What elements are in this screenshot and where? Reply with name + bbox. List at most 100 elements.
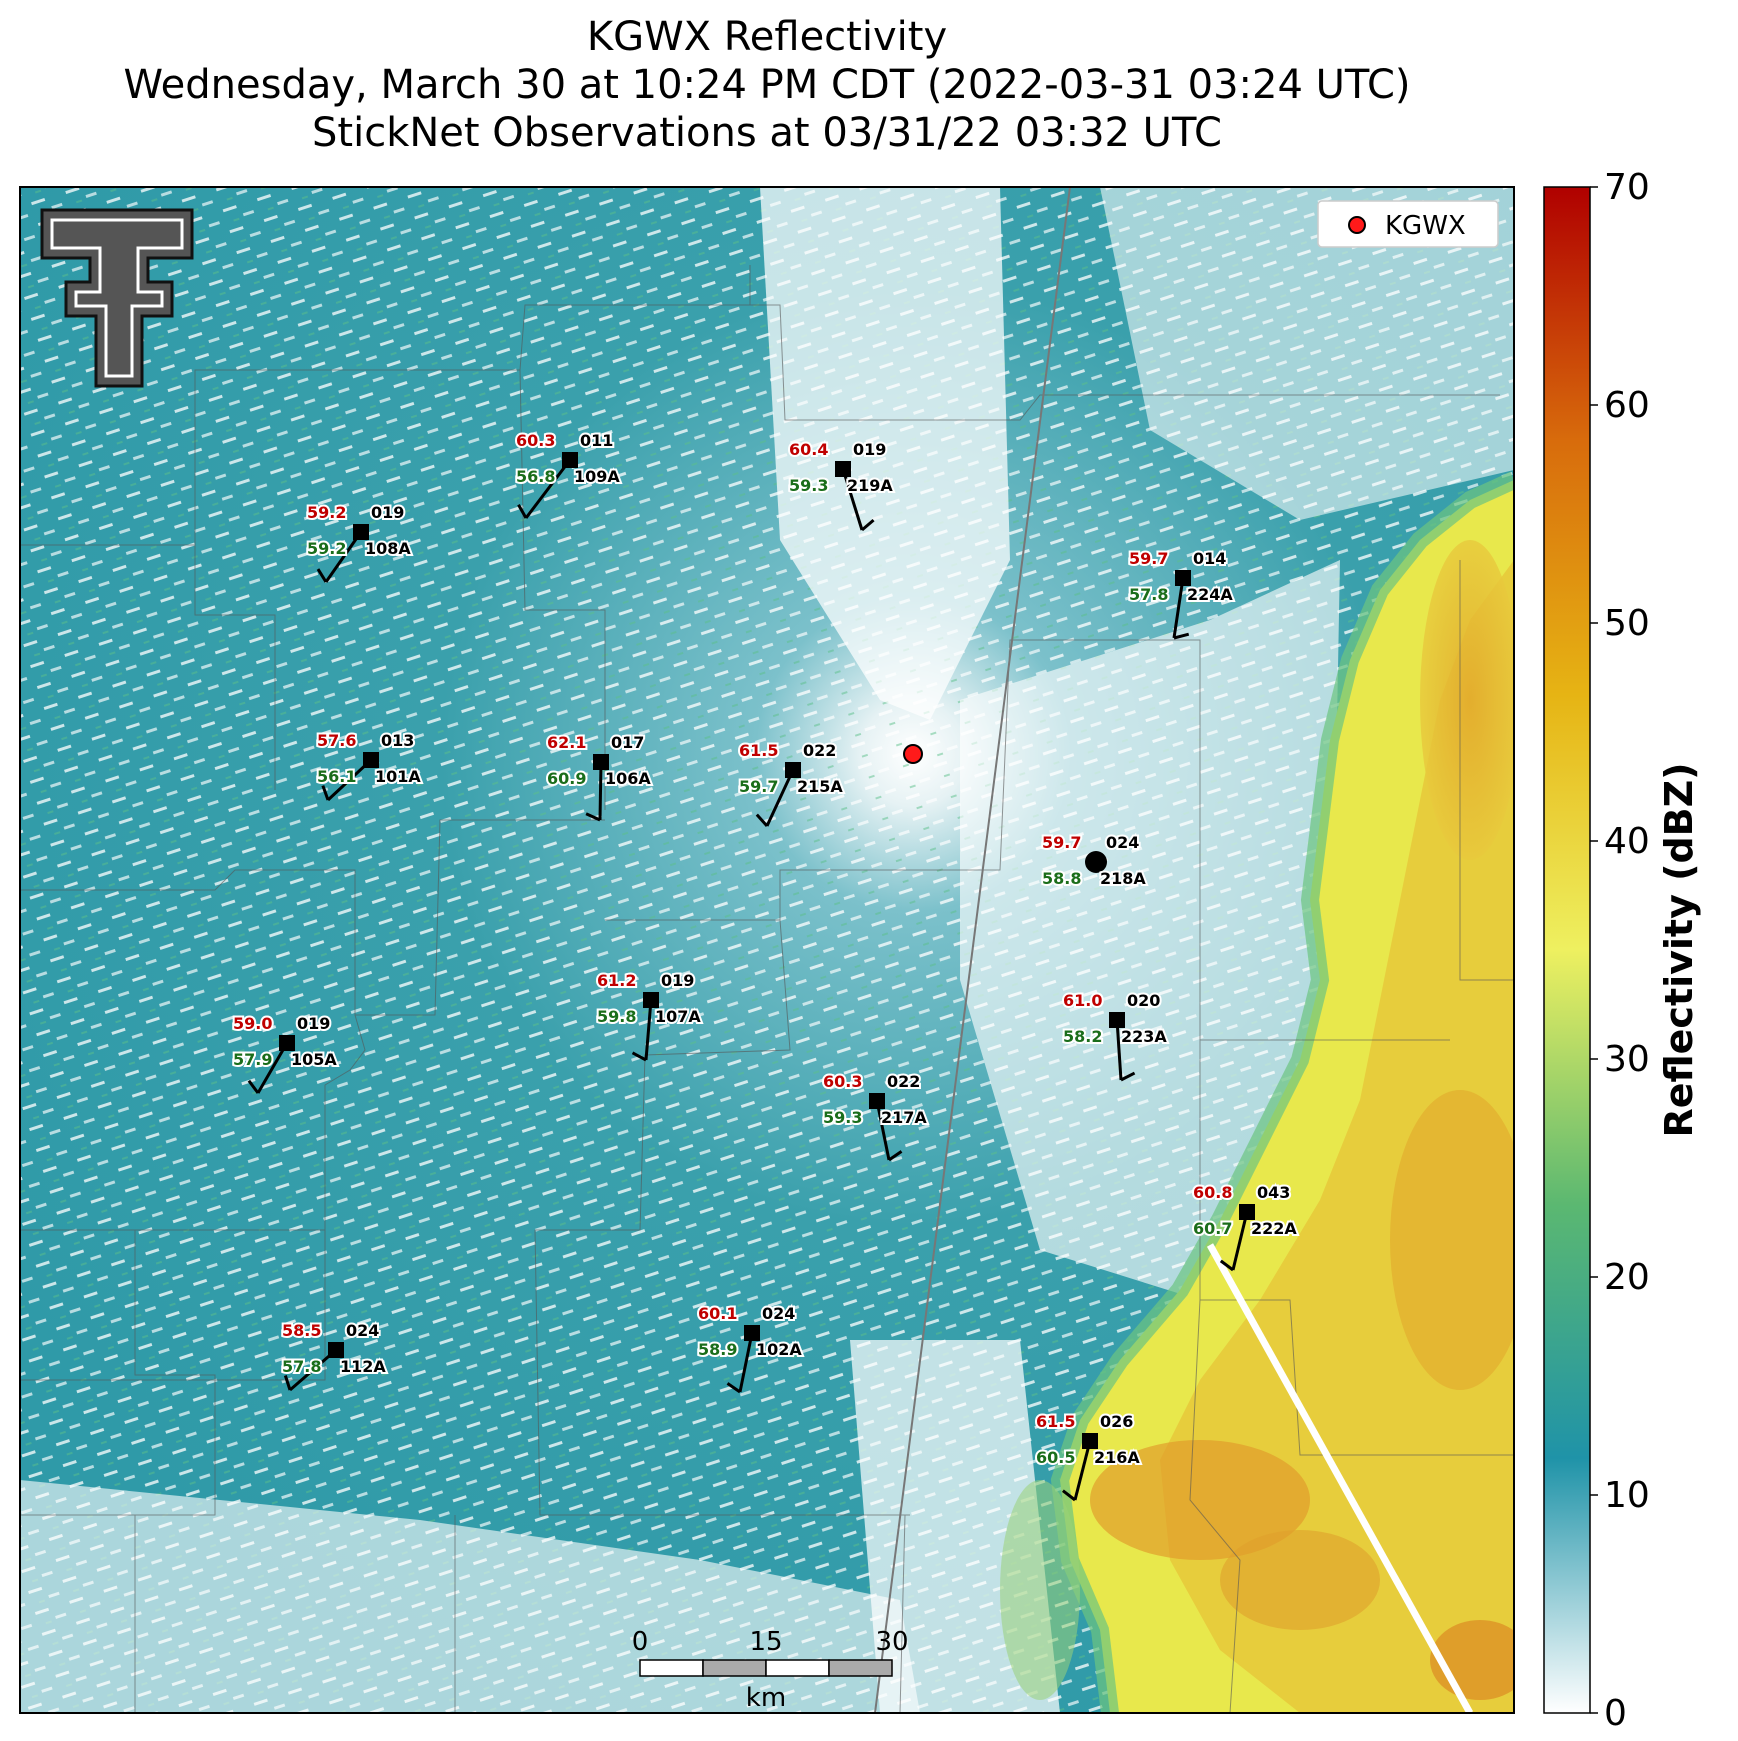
- station-marker: [643, 992, 659, 1008]
- wind-barb-flag: [888, 1150, 903, 1162]
- station-dewpoint: 60.9: [547, 769, 586, 788]
- station-224A[interactable]: 59.7 014 57.8 224A: [1127, 547, 1235, 640]
- scale-bar: 0 15 30 km: [632, 1627, 909, 1713]
- station-marker: [363, 752, 379, 768]
- station-101A[interactable]: 57.6 013 56.1 101A: [315, 729, 423, 802]
- station-222A[interactable]: 60.8 043 60.7 222A: [1191, 1181, 1299, 1272]
- wind-barb-flag: [321, 785, 330, 801]
- state-line: [874, 187, 1071, 1713]
- legend-label: KGWX: [1385, 211, 1466, 241]
- station-wind-code: 022: [803, 741, 836, 760]
- colorbar-tick-label: 30: [1604, 1039, 1650, 1080]
- station-dewpoint: 58.8: [1042, 869, 1081, 888]
- wind-barb-flag: [1061, 1489, 1076, 1502]
- station-id: 105A: [291, 1050, 337, 1069]
- wind-barb-flag: [726, 1382, 741, 1394]
- map-frame: [19, 186, 1515, 1714]
- wind-barb-staff: [765, 769, 795, 827]
- station-temperature: 59.0: [233, 1014, 272, 1033]
- station-dewpoint: 59.3: [789, 476, 828, 495]
- station-wind-code: 019: [371, 503, 404, 522]
- station-temperature: 60.1: [698, 1304, 737, 1323]
- station-dewpoint: 60.7: [1193, 1219, 1232, 1238]
- station-id: 215A: [797, 777, 843, 796]
- station-dewpoint: 57.9: [233, 1050, 272, 1069]
- station-temperature: 61.5: [739, 741, 778, 760]
- station-marker: [835, 461, 851, 477]
- station-id: 101A: [375, 767, 421, 786]
- scale-tick-30: 30: [875, 1627, 908, 1657]
- station-106A[interactable]: 62.1 017 60.9 106A: [545, 731, 653, 822]
- title-line-1: KGWX Reflectivity: [586, 14, 948, 60]
- colorbar-tick-label: 70: [1604, 167, 1650, 208]
- station-dewpoint: 60.5: [1036, 1448, 1075, 1467]
- station-wind-code: 020: [1127, 991, 1160, 1010]
- legend-marker-icon: [1348, 216, 1366, 234]
- station-216A[interactable]: 61.5 026 60.5 216A: [1034, 1410, 1142, 1502]
- colorbar-tick-label: 0: [1604, 1693, 1627, 1734]
- wind-barb-staff: [1115, 1019, 1123, 1081]
- station-107A[interactable]: 61.2 019 59.8 107A: [595, 969, 703, 1062]
- station-wind-code: 043: [1257, 1183, 1290, 1202]
- station-id: 108A: [365, 539, 411, 558]
- wind-barb-staff: [256, 1042, 289, 1094]
- wind-barb-flag: [1173, 632, 1190, 640]
- station-marker: [279, 1035, 295, 1051]
- colorbar-tick-label: 60: [1604, 385, 1650, 426]
- station-dewpoint: 58.9: [698, 1340, 737, 1359]
- station-102A[interactable]: 60.1 024 58.9 102A: [696, 1302, 804, 1394]
- station-temperature: 57.6: [317, 731, 356, 750]
- wind-barb-staff: [1231, 1211, 1249, 1271]
- wind-barb-staff: [324, 531, 363, 583]
- station-112A[interactable]: 58.5 024 57.8 112A: [280, 1319, 388, 1392]
- scale-tick-0: 0: [632, 1627, 649, 1657]
- colorbar: 0 10 20 30 40 50 60 70 Reflectivity (dBZ): [1543, 167, 1701, 1734]
- station-id: 109A: [574, 467, 620, 486]
- station-dewpoint: 58.2: [1063, 1027, 1102, 1046]
- wind-barb-flag: [316, 568, 328, 583]
- station-dewpoint: 57.8: [282, 1357, 321, 1376]
- station-dewpoint: 59.8: [597, 1007, 636, 1026]
- station-marker: [1085, 851, 1107, 873]
- colorbar-tick-label: 50: [1604, 603, 1650, 644]
- station-wind-code: 013: [381, 731, 414, 750]
- wind-barb-flag: [631, 1051, 647, 1062]
- station-marker: [744, 1325, 760, 1341]
- wind-barb-staff: [1172, 577, 1185, 639]
- station-id: 219A: [847, 476, 893, 495]
- wind-barb-staff: [1073, 1440, 1092, 1501]
- station-temperature: 59.7: [1129, 549, 1168, 568]
- colorbar-scale: [1543, 186, 1591, 1714]
- wind-barb-staff: [841, 468, 864, 531]
- station-marker: [1239, 1204, 1255, 1220]
- colorbar-tick-label: 10: [1604, 1475, 1650, 1516]
- colorbar-tick-label: 20: [1604, 1257, 1650, 1298]
- wind-barb-staff: [738, 1332, 754, 1393]
- station-108A[interactable]: 59.2 019 59.2 108A: [305, 501, 413, 583]
- station-217A[interactable]: 60.3 022 59.3 217A: [821, 1070, 929, 1162]
- station-dewpoint: 59.2: [307, 539, 346, 558]
- station-temperature: 61.2: [597, 971, 636, 990]
- station-109A[interactable]: 60.3 011 56.8 109A: [514, 429, 622, 519]
- station-temperature: 59.7: [1042, 833, 1081, 852]
- station-temperature: 61.0: [1063, 991, 1102, 1010]
- station-223A[interactable]: 61.0 020 58.2 223A: [1061, 989, 1169, 1082]
- station-105A[interactable]: 59.0 019 57.9 105A: [231, 1012, 339, 1094]
- station-215A[interactable]: 61.5 022 59.7 215A: [737, 739, 845, 828]
- station-marker: [1109, 1012, 1125, 1028]
- station-marker: [328, 1342, 344, 1358]
- station-219A[interactable]: 60.4 019 59.3 219A: [787, 438, 895, 532]
- station-dewpoint: 56.8: [516, 467, 555, 486]
- station-dewpoint: 59.3: [823, 1108, 862, 1127]
- station-218A[interactable]: 59.7 024 58.8 218A: [1040, 831, 1148, 890]
- reflectivity-field: [20, 187, 1514, 1713]
- station-id: 106A: [605, 769, 651, 788]
- station-temperature: 58.5: [282, 1321, 321, 1340]
- station-id: 224A: [1187, 585, 1233, 604]
- station-id: 223A: [1121, 1027, 1167, 1046]
- wind-barb-flag: [1120, 1071, 1136, 1082]
- station-temperature: 59.2: [307, 503, 346, 522]
- station-wind-code: 026: [1100, 1412, 1133, 1431]
- station-id: 112A: [340, 1357, 386, 1376]
